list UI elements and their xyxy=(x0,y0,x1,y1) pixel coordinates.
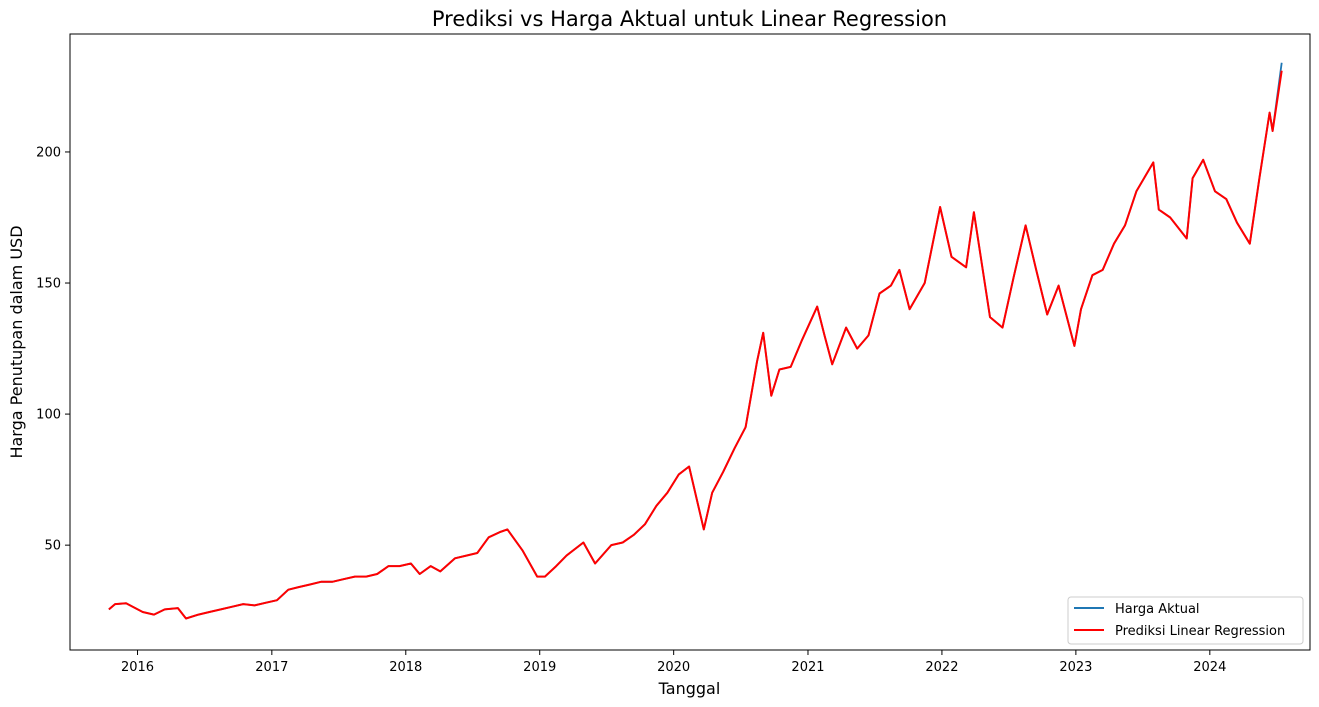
legend-box xyxy=(1067,596,1304,645)
legend: Harga Aktual Prediksi Linear Regression xyxy=(1067,596,1304,645)
x-tick-label: 2022 xyxy=(925,660,958,675)
x-tick-label: 2016 xyxy=(121,660,154,675)
plot-frame xyxy=(69,33,1311,651)
x-tick-label: 2021 xyxy=(791,660,824,675)
y-tick-label: 200 xyxy=(36,145,61,160)
series-layer xyxy=(108,62,1283,620)
y-tick-label: 150 xyxy=(36,277,61,292)
x-tick-label: 2017 xyxy=(255,660,288,675)
x-tick-label: 2020 xyxy=(657,660,690,675)
legend-label-prediction: Prediksi Linear Regression xyxy=(1115,624,1285,639)
x-tick-label: 2019 xyxy=(523,660,556,675)
y-axis-label: Harga Penutupan dalam USD xyxy=(7,225,26,458)
chart-title: Prediksi vs Harga Aktual untuk Linear Re… xyxy=(432,7,947,31)
y-axis: 50 100 150 200 xyxy=(36,145,70,554)
y-tick-label: 50 xyxy=(44,539,61,554)
x-axis-label: Tanggal xyxy=(658,679,721,698)
legend-label-actual: Harga Aktual xyxy=(1115,602,1200,617)
plot-area xyxy=(70,34,1310,650)
x-tick-label: 2018 xyxy=(389,660,422,675)
x-tick-label: 2023 xyxy=(1059,660,1092,675)
x-axis: 2016 2017 2018 2019 2020 2021 2022 2023 2024 xyxy=(121,650,1226,675)
x-tick-label: 2024 xyxy=(1193,660,1226,675)
y-tick-label: 100 xyxy=(36,408,61,423)
series-line-prediction xyxy=(108,70,1283,620)
